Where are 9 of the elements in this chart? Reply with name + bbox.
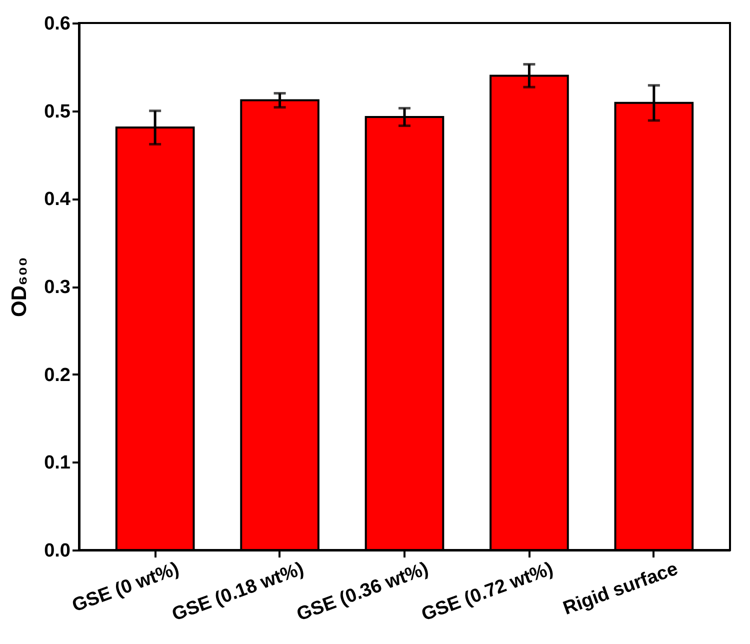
y-tick-label: 0.2	[44, 364, 70, 386]
y-axis-title: OD₆₀₀	[8, 257, 32, 317]
y-tick-label: 0.4	[44, 189, 71, 210]
x-tick-label: Rigid surface	[560, 558, 681, 620]
y-tick-label: 0.1	[44, 452, 71, 474]
y-tick-label: 0.0	[44, 540, 70, 562]
y-tick-label: 0.5	[44, 101, 71, 122]
y-tick-label: 0.6	[44, 14, 70, 34]
y-tick-label: 0.3	[44, 277, 70, 298]
